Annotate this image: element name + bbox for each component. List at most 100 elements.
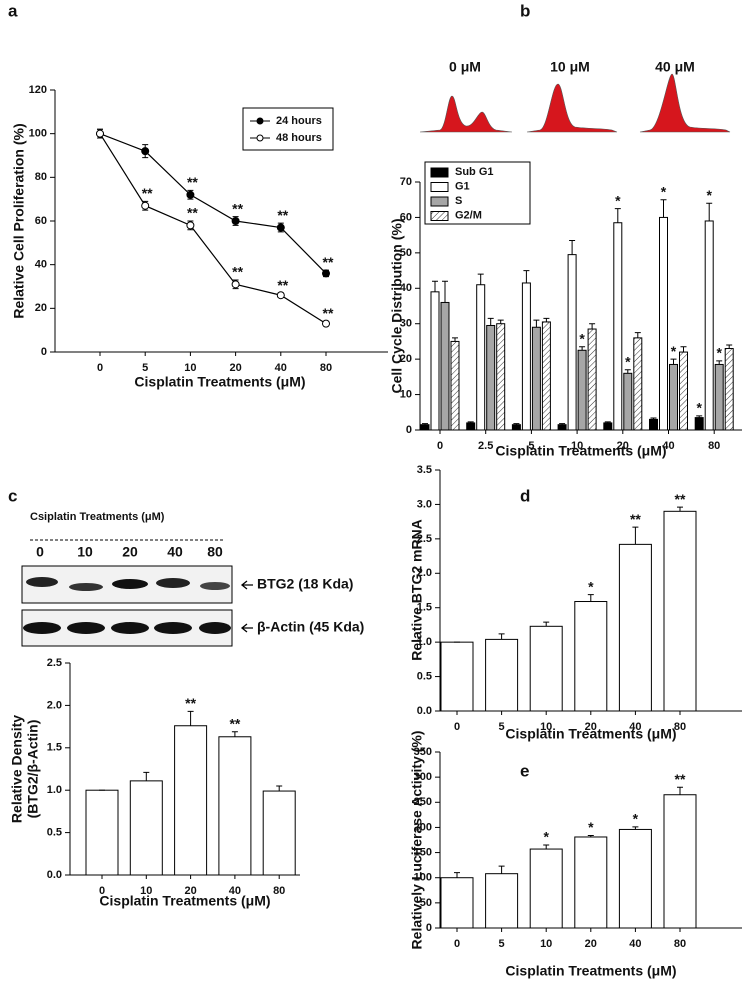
error-bar (624, 369, 631, 374)
marker (276, 223, 285, 232)
x-tick-label: 10 (540, 938, 552, 950)
marker (231, 217, 240, 225)
y-axis-label: Relative Cell Proliferation (%) (11, 123, 27, 318)
legend-label: 24 hours (276, 115, 322, 127)
legend-marker (256, 117, 264, 125)
lane-label: 40 (167, 544, 183, 560)
y-tick-label: 10 (400, 388, 412, 400)
bar (663, 794, 697, 929)
y-tick-label: 70 (400, 176, 412, 188)
y-tick-label: 80 (35, 171, 47, 183)
y-tick-label: 150 (414, 846, 432, 858)
error-bar (442, 280, 448, 303)
line (99, 133, 327, 325)
bar (574, 836, 608, 929)
legend-swatch (430, 211, 449, 221)
significance: ** (277, 207, 288, 223)
bar (694, 417, 704, 431)
y-tick-label: 0 (41, 346, 47, 358)
error-bar (716, 360, 723, 365)
error-bar (696, 415, 703, 418)
error-bar (632, 526, 639, 545)
y-tick-label: 0.0 (417, 705, 432, 717)
y-tick-label: 60 (35, 215, 47, 227)
histogram-label: 0 μM (449, 59, 481, 75)
bar (511, 424, 521, 431)
y-tick-label: 0.5 (47, 827, 62, 839)
bar (714, 363, 724, 431)
significance: * (588, 578, 594, 594)
x-tick-label: 10 (571, 440, 583, 452)
error-bar (487, 317, 494, 326)
significance: * (706, 187, 712, 203)
legend-swatch (430, 196, 449, 207)
bar (85, 789, 119, 876)
significance: ** (142, 185, 153, 201)
error-bar (634, 332, 641, 338)
x-tick-label: 20 (229, 362, 241, 374)
x-tick-label: 5 (499, 938, 505, 950)
x-tick-label: 80 (674, 721, 686, 733)
y-tick-label: 100 (414, 872, 432, 884)
legend-swatch (430, 182, 449, 192)
error-bar (523, 270, 530, 283)
bar (618, 543, 652, 712)
x-axis-label: Cisplatin Treatments (μM) (505, 726, 676, 742)
x-tick-label: 5 (142, 362, 148, 374)
bar (529, 848, 563, 929)
x-tick-label: 0 (454, 938, 460, 950)
histogram-label: 10 μM (550, 59, 590, 75)
bar (679, 351, 688, 431)
error-bar (497, 319, 504, 324)
significance: * (625, 353, 631, 369)
bar (659, 216, 668, 431)
x-tick-label: 40 (229, 885, 241, 897)
significance: ** (323, 305, 334, 321)
significance: ** (232, 200, 243, 216)
error-bar (569, 239, 576, 255)
blot-title: Csiplatin Treatments (μM) (30, 511, 165, 523)
error-bar (452, 337, 458, 342)
x-tick-label: 5 (499, 721, 505, 733)
significance: * (661, 183, 667, 199)
bar (521, 282, 531, 431)
y-tick-label: 350 (414, 746, 432, 758)
bar (129, 780, 163, 876)
bar (450, 340, 460, 431)
y-tick-label: 20 (400, 353, 412, 365)
y-tick-label: 0.5 (417, 670, 432, 682)
bar (440, 641, 474, 712)
x-axis-label: Cisplatin Treatments (μM) (134, 374, 305, 390)
y-tick-label: 30 (400, 318, 412, 330)
panel-label: c (8, 486, 17, 505)
x-tick-label: 10 (540, 721, 552, 733)
line (99, 133, 327, 274)
bar (649, 418, 658, 431)
y-tick-label: 0 (426, 922, 432, 934)
error-bar (706, 202, 713, 221)
panel-label: b (520, 1, 530, 20)
y-axis-label: Relatively Luciferase Activity (%) (409, 731, 425, 950)
y-tick-label: 20 (35, 302, 47, 314)
significance: ** (229, 715, 240, 731)
error-bar (187, 710, 194, 726)
marker (322, 269, 330, 278)
y-tick-label: 2.0 (417, 567, 432, 579)
x-tick-label: 80 (674, 938, 686, 950)
significance: ** (187, 174, 198, 190)
error-bar (587, 594, 594, 602)
error-bar (498, 865, 505, 874)
y-tick-label: 120 (29, 84, 47, 96)
bar (704, 220, 714, 431)
x-tick-label: 20 (184, 885, 196, 897)
y-tick-label: 300 (414, 771, 432, 783)
histograms (419, 73, 731, 133)
bar (496, 323, 506, 431)
error-bar (422, 423, 428, 425)
x-tick-label: 0 (99, 885, 105, 897)
x-tick-label: 40 (629, 938, 641, 950)
significance: ** (630, 511, 641, 527)
y-tick-label: 200 (414, 821, 432, 833)
bar (577, 349, 587, 431)
x-tick-label: 0 (97, 362, 103, 374)
